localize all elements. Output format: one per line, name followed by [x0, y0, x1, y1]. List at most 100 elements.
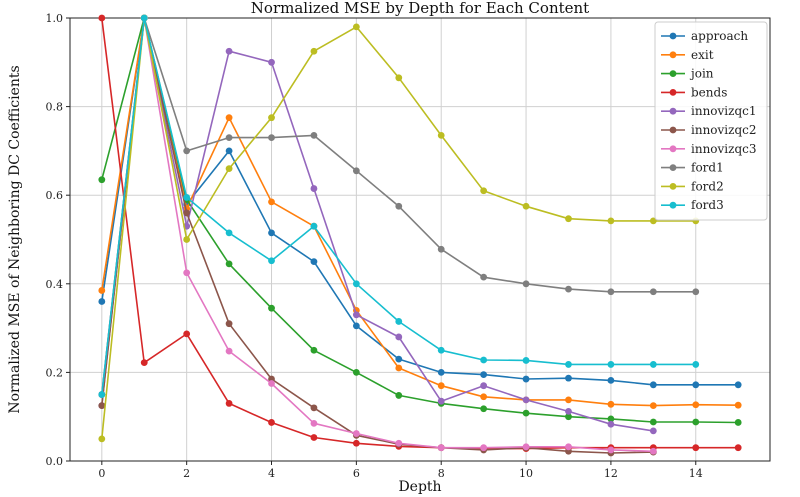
data-point-ford1 — [225, 134, 233, 142]
legend-marker — [669, 51, 677, 59]
data-point-innovizqc1 — [480, 382, 488, 390]
series-layer — [98, 14, 742, 457]
data-point-exit — [734, 401, 742, 409]
legend-label: exit — [691, 48, 714, 62]
x-tick-label: 8 — [438, 467, 445, 480]
legend-marker — [669, 164, 677, 172]
x-tick-label: 10 — [519, 467, 533, 480]
data-point-join — [565, 413, 572, 421]
legend-label: ford2 — [691, 179, 724, 193]
series-ford1 — [98, 14, 700, 398]
data-point-ford2 — [183, 236, 191, 243]
series-line-join — [101, 17, 739, 424]
data-point-approach — [692, 381, 700, 389]
data-point-ford2 — [607, 217, 615, 225]
legend-item-innovizqc2: innovizqc2 — [661, 123, 757, 137]
data-point-join — [395, 392, 403, 399]
data-point-join — [607, 415, 615, 423]
data-point-approach — [607, 376, 615, 384]
y-tick-label: 0.6 — [46, 189, 64, 202]
legend-label: join — [689, 67, 714, 81]
data-point-innovizqc1 — [649, 427, 657, 435]
data-point-bends — [310, 434, 318, 441]
data-point-innovizqc2 — [225, 320, 233, 328]
data-point-approach — [395, 355, 403, 363]
data-point-innovizqc1 — [268, 58, 275, 66]
data-point-join — [225, 260, 233, 268]
data-point-innovizqc2 — [98, 402, 106, 410]
data-point-ford3 — [98, 391, 106, 398]
legend-marker — [669, 89, 677, 96]
data-point-innovizqc1 — [565, 407, 572, 415]
data-point-join — [734, 419, 742, 426]
series-line-innovizqc3 — [101, 17, 654, 453]
data-point-join — [352, 369, 360, 376]
data-point-ford3 — [395, 318, 403, 325]
data-point-approach — [437, 369, 445, 376]
legend-item-exit: exit — [661, 48, 714, 62]
data-point-approach — [352, 322, 360, 330]
data-point-ford3 — [310, 222, 318, 230]
y-tick-label: 0.4 — [46, 278, 64, 291]
data-point-approach — [310, 258, 318, 266]
legend-item-innovizqc1: innovizqc1 — [661, 104, 757, 118]
data-point-ford2 — [437, 131, 445, 139]
data-point-innovizqc3 — [649, 447, 657, 455]
data-point-ford2 — [98, 435, 106, 443]
data-point-join — [98, 176, 106, 184]
legend-label: innovizqc1 — [691, 104, 757, 118]
series-approach — [98, 14, 742, 389]
data-point-ford2 — [352, 23, 360, 31]
data-point-ford2 — [395, 74, 403, 82]
y-axis-label: Normalized MSE of Neighboring DC Coeffic… — [7, 65, 23, 413]
data-point-innovizqc3 — [268, 380, 275, 387]
data-point-exit — [692, 401, 700, 409]
legend-marker — [669, 201, 677, 209]
data-point-approach — [268, 229, 275, 237]
y-tick-label: 0.0 — [46, 455, 64, 468]
legend-box — [654, 21, 768, 221]
data-point-innovizqc3 — [437, 444, 445, 452]
data-point-exit — [607, 400, 615, 408]
legend-item-innovizqc3: innovizqc3 — [661, 142, 757, 156]
data-point-ford3 — [522, 357, 530, 364]
data-point-approach — [480, 371, 488, 379]
series-innovizqc3 — [98, 14, 657, 455]
series-line-approach — [101, 17, 739, 386]
legend-item-ford1: ford1 — [661, 161, 724, 175]
data-point-ford3 — [565, 361, 572, 368]
data-point-join — [692, 418, 700, 426]
data-point-innovizqc3 — [183, 269, 191, 277]
x-tick-label: 4 — [268, 467, 275, 480]
data-point-ford2 — [480, 187, 488, 195]
data-point-innovizqc3 — [565, 443, 572, 451]
data-point-ford1 — [480, 273, 488, 281]
data-point-exit — [98, 287, 106, 294]
y-axis-ticks: 0.0 0.2 0.4 0.6 0.8 1.0 — [46, 12, 70, 468]
data-point-innovizqc3 — [352, 430, 360, 437]
data-point-join — [522, 409, 530, 417]
data-point-innovizqc3 — [522, 443, 530, 451]
series-line-exit — [101, 17, 739, 407]
data-point-innovizqc3 — [395, 439, 403, 447]
x-tick-label: 12 — [604, 467, 618, 480]
series-ford2 — [98, 14, 700, 443]
data-point-ford1 — [607, 288, 615, 296]
data-point-ford3 — [140, 14, 148, 22]
data-point-bends — [352, 439, 360, 447]
data-point-approach — [98, 298, 106, 305]
legend-label: innovizqc3 — [691, 142, 757, 156]
data-point-ford2 — [522, 202, 530, 210]
data-point-innovizqc1 — [225, 47, 233, 55]
data-point-exit — [565, 396, 572, 404]
data-point-ford1 — [522, 280, 530, 288]
data-point-innovizqc3 — [310, 419, 318, 427]
data-point-bends — [692, 444, 700, 452]
data-point-ford1 — [183, 147, 191, 155]
data-point-approach — [225, 147, 233, 155]
data-point-approach — [734, 381, 742, 389]
data-point-approach — [565, 374, 572, 382]
data-point-innovizqc1 — [607, 420, 615, 428]
data-point-join — [310, 346, 318, 354]
